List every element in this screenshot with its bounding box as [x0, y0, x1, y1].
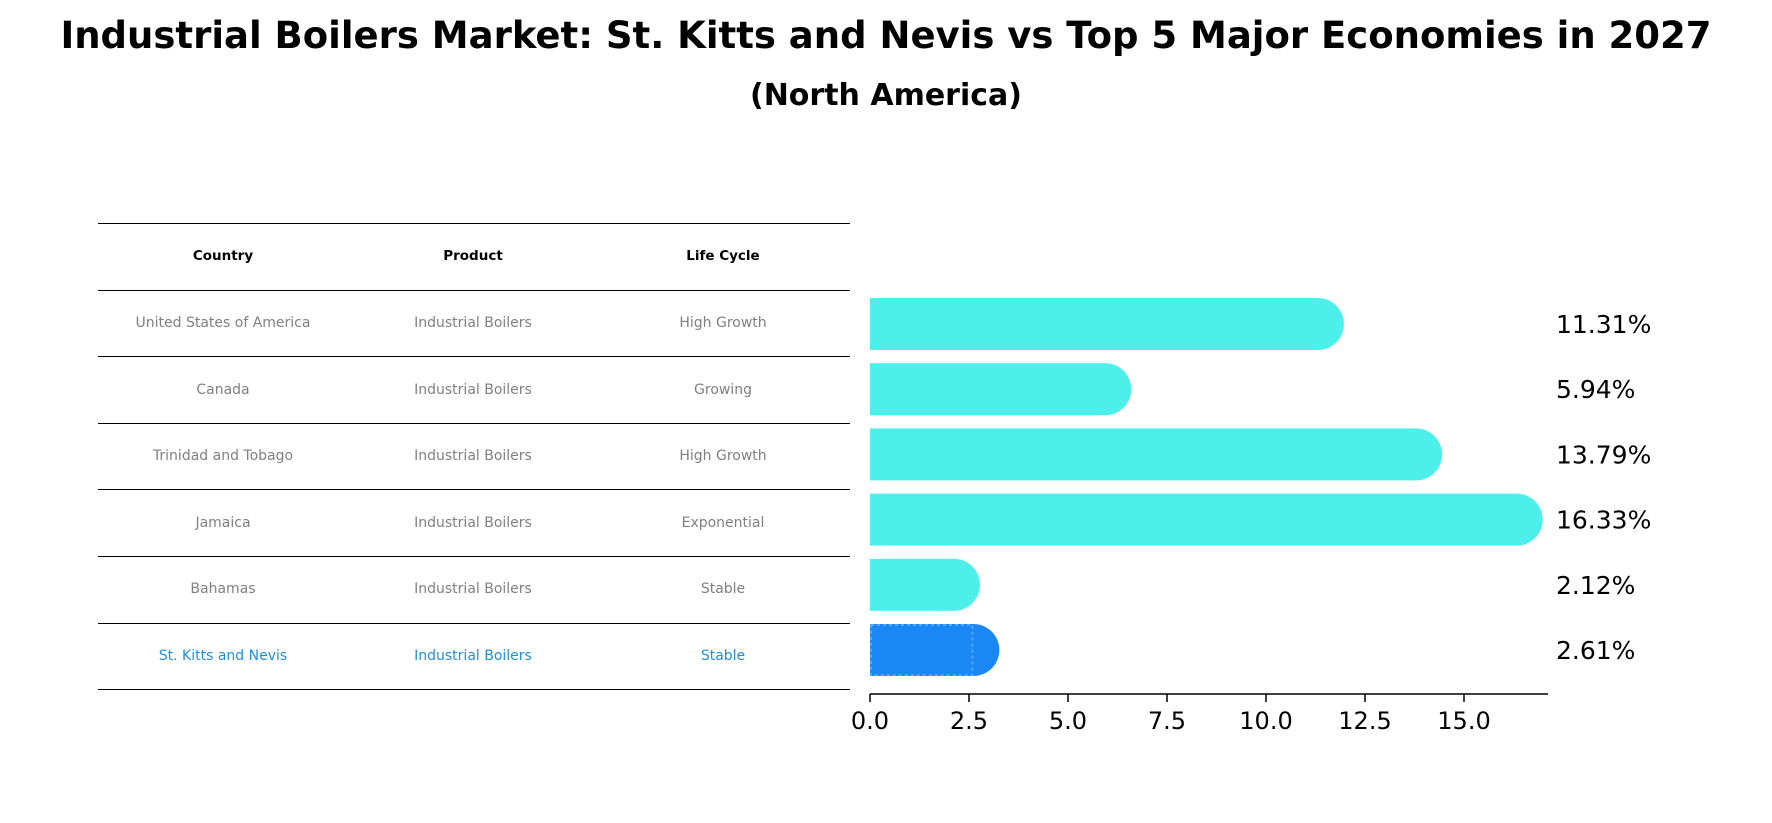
table-rule	[98, 422, 850, 424]
data-label: 5.94%	[1556, 375, 1635, 404]
chart-subtitle: (North America)	[749, 78, 1022, 113]
table-cell: High Growth	[679, 314, 767, 331]
bar-cap	[1390, 428, 1443, 481]
table-cell: Exponential	[681, 514, 765, 531]
table-cell: Bahamas	[190, 581, 256, 598]
bar	[870, 298, 1318, 350]
table-cell: High Growth	[679, 448, 767, 465]
data-label: 11.31%	[1556, 310, 1651, 339]
table-cell: United States of America	[135, 314, 311, 331]
x-tick-label: 7.5	[1148, 707, 1186, 735]
x-tick-label: 10.0	[1239, 707, 1292, 735]
x-tick-label: 2.5	[950, 707, 988, 735]
table-cell: Industrial Boilers	[414, 647, 532, 664]
table-rule	[98, 689, 850, 691]
data-label: 16.33%	[1556, 506, 1651, 535]
table-header-cell: Life Cycle	[686, 248, 760, 265]
table-cell: Stable	[700, 647, 746, 664]
table-rule	[98, 622, 850, 624]
table-cell: Stable	[700, 581, 746, 598]
table-cell: Industrial Boilers	[414, 381, 532, 398]
table-rule	[98, 223, 850, 224]
table-cell: Industrial Boilers	[414, 581, 532, 598]
x-tick-label: 0.0	[851, 707, 889, 735]
table-header-cell: Product	[443, 248, 503, 265]
table-cell: Canada	[196, 381, 250, 398]
bar-cap	[1490, 493, 1543, 546]
bar-cap	[1079, 363, 1132, 416]
x-tick-label: 5.0	[1049, 707, 1087, 735]
table-cell: St. Kitts and Nevis	[158, 647, 288, 664]
table-cell: Industrial Boilers	[414, 514, 532, 531]
data-label: 2.61%	[1556, 636, 1635, 665]
bar	[870, 363, 1106, 416]
x-tick-label: 12.5	[1338, 707, 1391, 735]
bar-cap	[1291, 298, 1344, 350]
bar	[870, 428, 1417, 481]
table-header-cell: Country	[192, 248, 254, 265]
x-tick-label: 15.0	[1437, 707, 1490, 735]
table-rule	[98, 489, 850, 491]
bar	[870, 493, 1517, 546]
data-label: 13.79%	[1556, 440, 1651, 469]
chart-title: Industrial Boilers Market: St. Kitts and…	[60, 14, 1712, 57]
bar-highlight-outline	[870, 624, 974, 676]
table-cell: Growing	[694, 381, 752, 398]
table-rule	[98, 356, 850, 358]
table-cell: Jamaica	[195, 514, 251, 531]
table-cell: Industrial Boilers	[414, 314, 532, 331]
table-rule	[98, 556, 850, 557]
bar-cap	[927, 558, 980, 611]
table-cell: Trinidad and Tobago	[152, 448, 294, 465]
table-rule	[98, 289, 850, 291]
data-label: 2.12%	[1556, 571, 1635, 600]
table-cell: Industrial Boilers	[414, 448, 532, 465]
